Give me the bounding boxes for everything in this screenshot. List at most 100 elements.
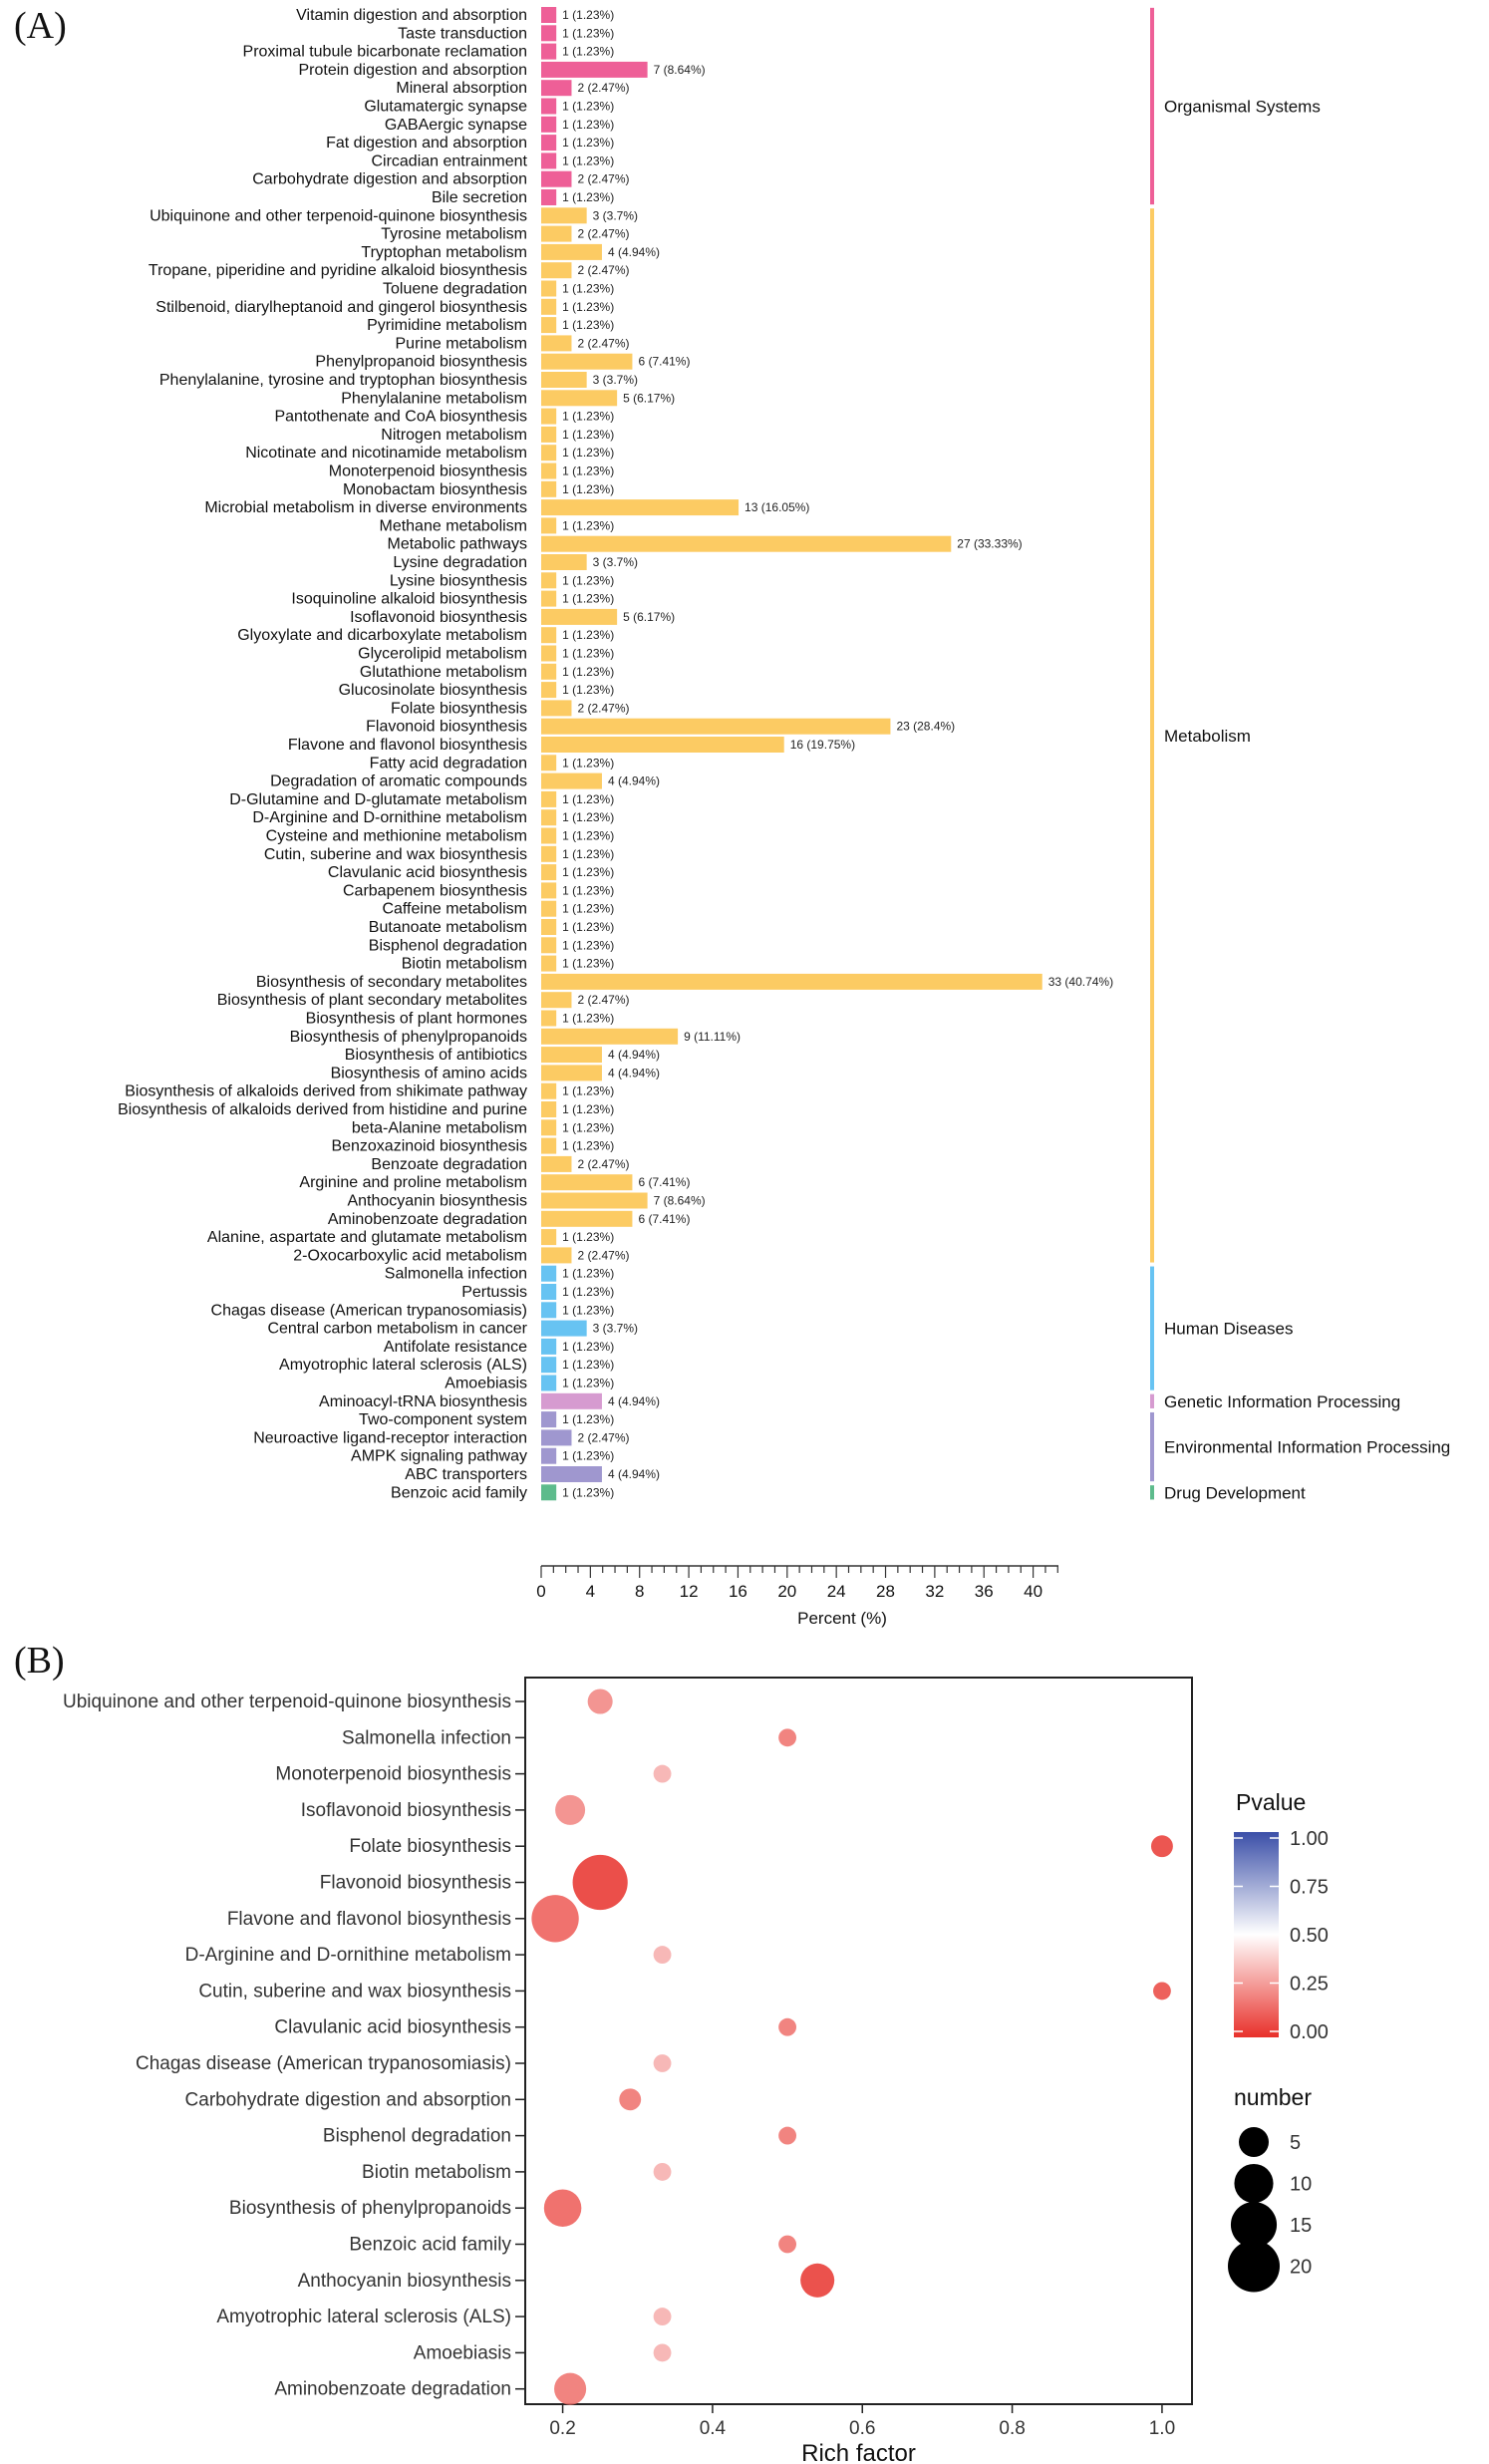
bar-value-label: 1 (1.23%) [562, 957, 614, 971]
bar-value-label: 1 (1.23%) [562, 482, 614, 496]
bar-value-label: 2 (2.47%) [577, 172, 629, 186]
bar-value-label: 1 (1.23%) [562, 1412, 614, 1426]
bar [541, 170, 572, 187]
bar-label: Benzoate degradation [371, 1156, 527, 1173]
bar-value-label: 33 (40.74%) [1048, 975, 1113, 989]
bar-value-label: 3 (3.7%) [593, 373, 638, 387]
bar [541, 61, 648, 78]
bar-label: Nitrogen metabolism [381, 427, 527, 444]
bar-value-label: 4 (4.94%) [608, 1394, 660, 1408]
x-tick-label: 0.2 [549, 2418, 575, 2439]
bar-label: Cutin, suberine and wax biosynthesis [264, 846, 527, 863]
bar-label: Isoquinoline alkaloid biosynthesis [291, 591, 527, 608]
bar-label: Protein digestion and absorption [299, 62, 528, 79]
bar-label: Folate biosynthesis [391, 700, 527, 717]
bar-value-label: 16 (19.75%) [790, 738, 855, 752]
x-tick-label: 4 [586, 1582, 595, 1601]
bar [541, 572, 557, 589]
colorbar-tick-label: 0.75 [1290, 1877, 1329, 1899]
bar-label: Mineral absorption [396, 80, 527, 97]
bar [541, 1411, 557, 1428]
bar-value-label: 1 (1.23%) [562, 190, 614, 204]
bar-value-label: 1 (1.23%) [562, 883, 614, 897]
bar-value-label: 1 (1.23%) [562, 665, 614, 679]
bar-label: Lysine degradation [393, 554, 527, 571]
bar-label: Glycerolipid metabolism [358, 646, 527, 663]
bar-label: Biosynthesis of phenylpropanoids [290, 1029, 527, 1046]
bar [541, 590, 557, 607]
bar [541, 809, 557, 826]
bar [541, 462, 557, 479]
bar-label: Glucosinolate biosynthesis [339, 682, 527, 699]
bar-value-label: 2 (2.47%) [577, 1430, 629, 1444]
bar [541, 426, 557, 443]
bar [541, 790, 557, 807]
x-axis-title: Percent (%) [797, 1609, 887, 1628]
bar [541, 1082, 557, 1099]
y-tick-label: Chagas disease (American trypanosomiasis… [136, 2053, 511, 2074]
bar [541, 517, 557, 534]
bar-label: Chagas disease (American trypanosomiasis… [211, 1302, 527, 1319]
bubble-point [778, 2017, 797, 2036]
y-tick-label: Isoflavonoid biosynthesis [301, 1800, 511, 1821]
bar-value-label: 1 (1.23%) [562, 756, 614, 770]
bar [541, 1174, 633, 1191]
bar [541, 955, 557, 972]
pvalue-legend-title: Pvalue [1236, 1789, 1306, 1815]
bar [541, 1265, 557, 1282]
y-tick-label: Biosynthesis of phenylpropanoids [229, 2198, 511, 2219]
bar-label: Carbapenem biosynthesis [343, 882, 527, 899]
bar-value-label: 1 (1.23%) [562, 446, 614, 460]
bar-label: Amoebiasis [445, 1376, 527, 1392]
bar [541, 772, 602, 789]
bar [541, 1010, 557, 1027]
bar-label: Lysine biosynthesis [390, 572, 527, 589]
bubble-point [543, 2189, 582, 2227]
bar-label: Amyotrophic lateral sclerosis (ALS) [279, 1357, 527, 1374]
bar-label: Flavone and flavonol biosynthesis [288, 737, 527, 754]
bar-label: Phenylalanine metabolism [341, 390, 527, 407]
bar [541, 535, 952, 552]
bubble-point [653, 2308, 672, 2326]
bar-value-label: 4 (4.94%) [608, 1066, 660, 1079]
y-tick-label: Flavonoid biosynthesis [320, 1873, 511, 1894]
group-label: Organismal Systems [1164, 98, 1321, 117]
y-tick-label: Aminobenzoate degradation [274, 2379, 511, 2400]
x-tick-label: 36 [975, 1582, 994, 1601]
x-tick-label: 0.4 [700, 2418, 727, 2439]
bar-label: Phenylpropanoid biosynthesis [315, 354, 527, 371]
bar [541, 864, 557, 881]
bar-label: Circadian entrainment [371, 153, 527, 169]
bar-value-label: 1 (1.23%) [562, 26, 614, 40]
bar [541, 80, 572, 97]
bar-label: Biosynthesis of alkaloids derived from h… [118, 1101, 527, 1118]
bubble-point [653, 1764, 672, 1783]
bar [541, 900, 557, 917]
size-legend-dot [1234, 2163, 1274, 2204]
bar-value-label: 1 (1.23%) [562, 938, 614, 952]
bar [541, 189, 557, 205]
bar-label: AMPK signaling pathway [351, 1448, 527, 1465]
bar-value-label: 4 (4.94%) [608, 1467, 660, 1481]
bar-value-label: 1 (1.23%) [562, 1267, 614, 1281]
bar-label: Biosynthesis of antibiotics [345, 1047, 527, 1064]
bar-value-label: 4 (4.94%) [608, 774, 660, 788]
x-tick-label: 8 [635, 1582, 644, 1601]
bar-value-label: 5 (6.17%) [623, 391, 675, 405]
x-tick-label: 24 [827, 1582, 846, 1601]
bar-label: Flavonoid biosynthesis [366, 719, 527, 736]
bubble-point [554, 2372, 587, 2405]
bar-value-label: 1 (1.23%) [562, 518, 614, 532]
bubble-point [587, 1689, 613, 1714]
bar [541, 1484, 557, 1501]
colorbar-tick-label: 0.25 [1290, 1974, 1329, 1996]
bar-value-label: 3 (3.7%) [593, 208, 638, 222]
bar [541, 1065, 602, 1081]
bar-label: Cysteine and methionine metabolism [266, 828, 527, 845]
colorbar-tick-label: 1.00 [1290, 1828, 1329, 1850]
bar-label: Carbohydrate digestion and absorption [252, 171, 527, 188]
bar [541, 1028, 679, 1045]
bar-value-label: 1 (1.23%) [562, 45, 614, 59]
bar-label: Clavulanic acid biosynthesis [328, 864, 527, 881]
